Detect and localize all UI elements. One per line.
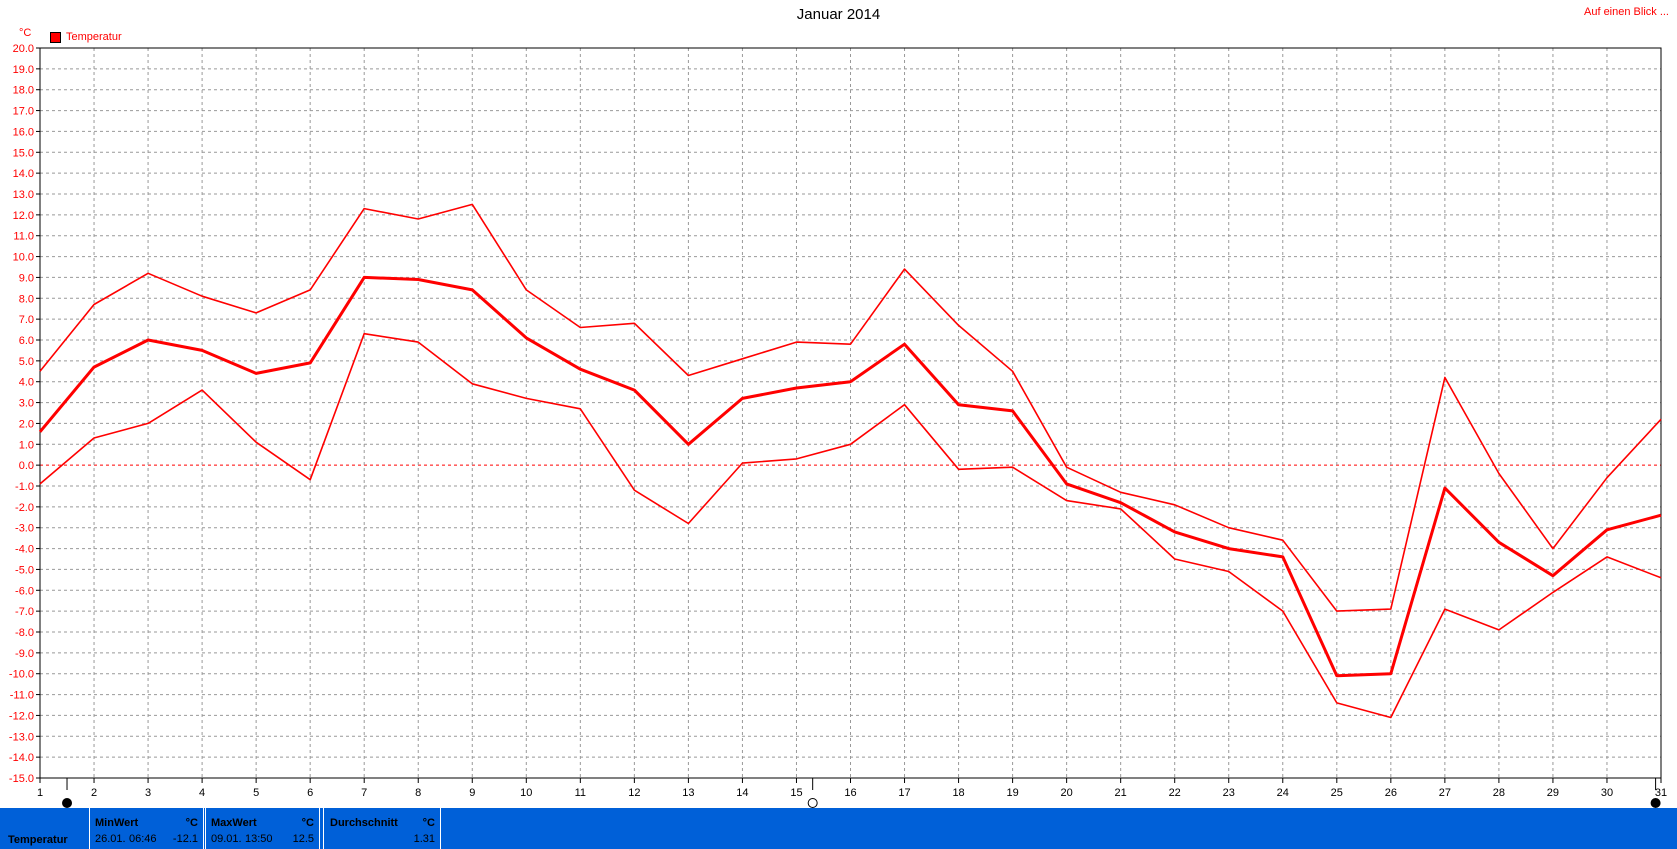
x-tick-label: 25 [1331, 787, 1343, 799]
stats-max-cell: MaxWert °C 09.01. 13:50 12.5 [205, 808, 320, 849]
y-tick-label: -8.0 [15, 627, 34, 639]
x-tick-label: 23 [1223, 787, 1235, 799]
stats-min-date: 26.01. [95, 833, 126, 845]
stats-max-value: 12.5 [292, 833, 314, 845]
x-tick-label: 8 [415, 787, 421, 799]
stats-avg-value: 1.31 [413, 833, 435, 845]
y-tick-label: -1.0 [15, 481, 34, 493]
stats-min-cell: MinWert °C 26.01. 06:46 -12.1 [89, 808, 204, 849]
x-tick-label: 2 [91, 787, 97, 799]
x-tick-label: 24 [1277, 787, 1289, 799]
stats-min-time: 06:46 [129, 833, 157, 845]
stats-max-label: MaxWert [211, 817, 257, 829]
y-tick-label: -3.0 [15, 523, 34, 535]
y-tick-label: -7.0 [15, 606, 34, 618]
y-tick-label: -9.0 [15, 648, 34, 660]
x-tick-label: 15 [790, 787, 802, 799]
y-tick-label: 12.0 [13, 210, 34, 222]
x-tick-label: 4 [199, 787, 205, 799]
stats-avg-unit: °C [422, 817, 435, 829]
new-moon-icon [1650, 798, 1661, 808]
x-tick-label: 6 [307, 787, 313, 799]
x-tick-label: 22 [1169, 787, 1181, 799]
x-tick-label: 18 [952, 787, 964, 799]
x-tick-label: 5 [253, 787, 259, 799]
y-tick-label: 4.0 [19, 377, 34, 389]
legend-swatch [50, 31, 61, 43]
y-tick-label: 1.0 [19, 439, 34, 451]
y-tick-label: 8.0 [19, 293, 34, 305]
series-line-max [39, 203, 1662, 612]
x-tick-label: 17 [898, 787, 910, 799]
series-line-mean [38, 275, 1662, 678]
y-tick-label: 17.0 [13, 106, 34, 118]
x-tick-label: 19 [1006, 787, 1018, 799]
x-tick-label: 14 [736, 787, 748, 799]
stats-bar: Temperatur MinWert °C 26.01. 06:46 -12.1… [0, 808, 1677, 849]
x-tick-label: 31 [1655, 787, 1667, 799]
y-tick-label: 20.0 [13, 43, 34, 55]
y-tick-label: -12.0 [9, 710, 34, 722]
x-tick-label: 20 [1061, 787, 1073, 799]
temperature-chart: -15.0 -14.0 -13.0 -12.0 -11.0 -10.0 -9.0 -8.0 -7… [9, 43, 1667, 808]
y-tick-label: 15.0 [13, 147, 34, 159]
x-tick-label: 1 [37, 787, 43, 799]
plot-frame [39, 47, 1662, 779]
y-tick-label: -14.0 [9, 752, 34, 764]
legend[interactable]: Temperatur [50, 31, 122, 43]
y-tick-label: -2.0 [15, 502, 34, 514]
y-tick-label: 16.0 [13, 126, 34, 138]
y-tick-label: 7.0 [19, 314, 34, 326]
full-moon-icon [807, 798, 818, 808]
x-tick-label: 9 [469, 787, 475, 799]
y-tick-label: 5.0 [19, 356, 34, 368]
x-tick-label: 28 [1493, 787, 1505, 799]
y-tick-label: 3.0 [19, 398, 34, 410]
stats-max-time: 13:50 [245, 833, 273, 845]
at-a-glance-link[interactable]: Auf einen Blick ... [1584, 6, 1669, 18]
series-line-min [39, 332, 1662, 719]
legend-label: Temperatur [66, 31, 122, 43]
new-moon-icon [62, 798, 73, 808]
x-tick-label: 30 [1601, 787, 1613, 799]
y-tick-label: 10.0 [13, 252, 34, 264]
y-tick-label: 2.0 [19, 418, 34, 430]
x-tick-label: 11 [575, 787, 586, 799]
x-tick-label: 12 [628, 787, 640, 799]
y-tick-label: -15.0 [9, 773, 34, 785]
y-tick-label: -11.0 [10, 690, 34, 702]
stats-max-unit: °C [301, 817, 314, 829]
x-tick-label: 13 [682, 787, 694, 799]
x-tick-label: 21 [1115, 787, 1127, 799]
y-tick-label: -10.0 [9, 669, 34, 681]
x-tick-label: 16 [844, 787, 856, 799]
x-tick-label: 10 [520, 787, 532, 799]
y-tick-label: -6.0 [15, 585, 34, 597]
y-tick-label: -5.0 [15, 564, 34, 576]
x-tick-label: 27 [1439, 787, 1451, 799]
y-tick-label: 19.0 [13, 64, 34, 76]
y-tick-label: 0.0 [19, 460, 34, 472]
stats-series-label: Temperatur [8, 834, 68, 846]
stats-max-date: 09.01. [211, 833, 242, 845]
y-tick-label: 18.0 [13, 85, 34, 97]
y-tick-label: 14.0 [13, 168, 34, 180]
y-tick-label: 6.0 [19, 335, 34, 347]
x-tick-label: 7 [361, 787, 367, 799]
y-tick-label: 13.0 [13, 189, 34, 201]
y-tick-label: 11.0 [13, 231, 34, 243]
y-tick-label: -13.0 [9, 731, 34, 743]
stats-min-label: MinWert [95, 817, 139, 829]
x-tick-label: 29 [1547, 787, 1559, 799]
stats-min-unit: °C [185, 817, 198, 829]
x-tick-label: 3 [145, 787, 151, 799]
y-tick-label: -4.0 [15, 544, 34, 556]
stats-min-value: -12.1 [172, 833, 198, 845]
y-tick-label: 9.0 [19, 272, 34, 284]
stats-avg-label: Durchschnitt [330, 817, 398, 829]
chart-title: Januar 2014 [796, 6, 881, 23]
stats-avg-cell: Durchschnitt °C 1.31 [323, 808, 441, 849]
x-tick-label: 26 [1385, 787, 1397, 799]
y-unit-label: °C [19, 27, 32, 39]
